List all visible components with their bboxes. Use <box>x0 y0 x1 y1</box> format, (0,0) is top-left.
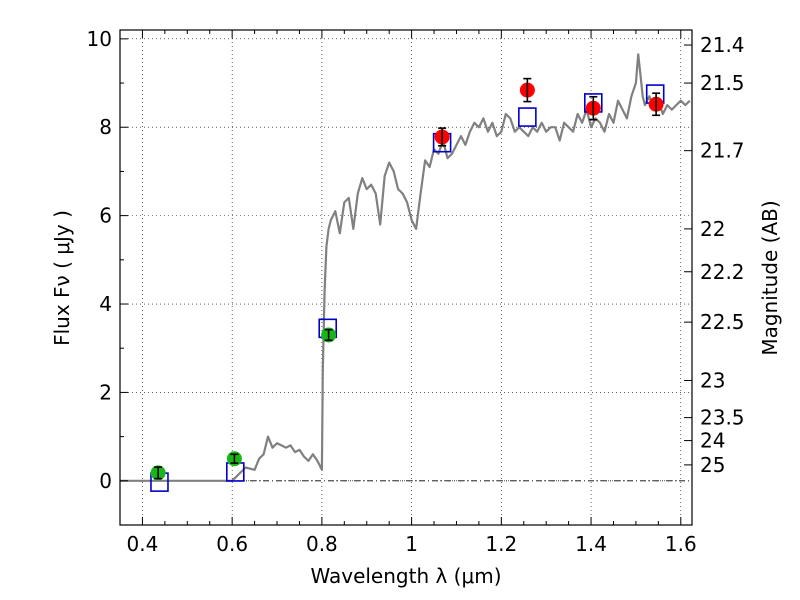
y-tick-label: 6 <box>99 204 112 228</box>
magnitude-tick-label: 22 <box>700 217 725 241</box>
magnitude-tick-label: 24 <box>700 429 725 453</box>
model-spectrum-line <box>120 53 691 482</box>
right-axis-label: Magnitude (AB) <box>758 200 782 355</box>
magnitude-tick-label: 21.4 <box>700 33 745 57</box>
y-tick-label: 2 <box>99 380 112 404</box>
y-tick-label: 10 <box>87 27 112 51</box>
y-tick-label: 4 <box>99 292 112 316</box>
magnitude-tick-label: 25 <box>700 453 725 477</box>
model-spectrum-layer <box>120 53 691 482</box>
y-tick-label: 0 <box>99 469 112 493</box>
x-axis-label: Wavelength λ (μm) <box>310 564 501 588</box>
x-tick-label: 0.6 <box>216 532 248 556</box>
y-axis-label: Flux Fν ( μJy ) <box>50 210 74 346</box>
plot-frame <box>119 29 693 526</box>
magnitude-tick-label: 23.5 <box>700 406 745 430</box>
magnitude-tick-label: 21.7 <box>700 139 745 163</box>
tick-marks <box>119 30 692 526</box>
x-tick-label: 0.4 <box>127 532 159 556</box>
x-tick-label: 1.2 <box>485 532 517 556</box>
magnitude-tick-label: 23 <box>700 368 725 392</box>
x-tick-label: 1.6 <box>665 532 697 556</box>
photometry-points-layer <box>150 77 665 492</box>
magnitude-tick-label: 22.5 <box>700 310 745 334</box>
x-tick-label: 0.8 <box>306 532 338 556</box>
magnitude-tick-label: 22.2 <box>700 260 745 284</box>
y-tick-label: 8 <box>99 115 112 139</box>
x-tick-label: 1.4 <box>575 532 607 556</box>
magnitude-tick-label: 21.5 <box>700 71 745 95</box>
grid-lines <box>120 30 692 525</box>
x-tick-label: 1 <box>405 532 418 556</box>
model-band-square <box>518 107 537 127</box>
